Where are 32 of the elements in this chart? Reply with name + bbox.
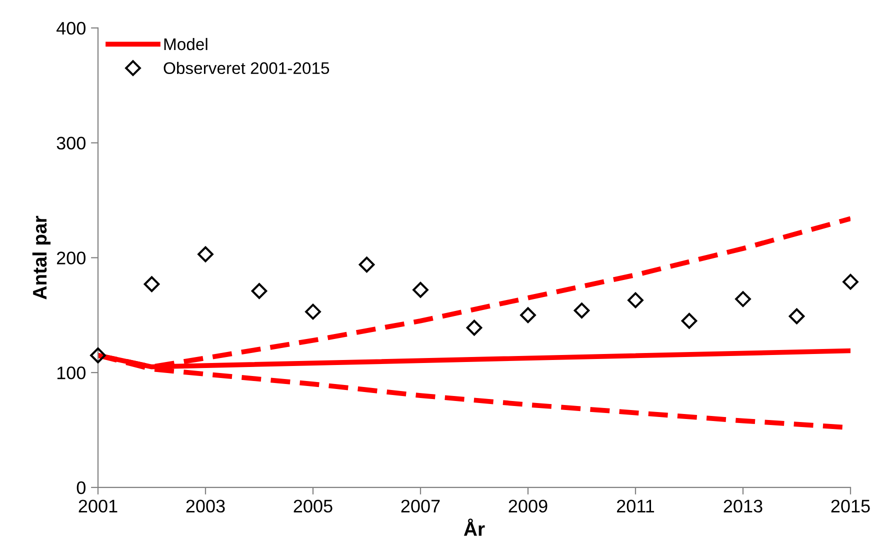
point — [788, 308, 805, 324]
legend-label: Model — [164, 38, 208, 50]
x-tick-label: 2011 — [616, 500, 654, 513]
x-tick-label: 2003 — [186, 500, 225, 513]
y-tick-label: 0 — [76, 481, 86, 494]
x-axis-title: År — [464, 518, 485, 536]
point — [198, 246, 214, 262]
point — [305, 304, 321, 320]
point — [251, 283, 268, 299]
x-tick-label: 2015 — [831, 500, 870, 513]
point — [628, 292, 644, 308]
y-tick-label: 400 — [56, 22, 86, 35]
y-tick-label: 300 — [56, 136, 86, 150]
point — [466, 320, 482, 336]
point — [90, 347, 106, 364]
point — [144, 276, 160, 292]
y-tick-label: 200 — [56, 252, 86, 264]
point — [358, 256, 375, 273]
point — [520, 307, 536, 324]
point — [574, 302, 590, 318]
x-tick-label: 2001 — [78, 500, 118, 513]
legend-label: Observeret 2001-2015 — [164, 62, 330, 74]
x-tick-label: 2005 — [294, 500, 332, 513]
y-tick-label: 100 — [57, 366, 86, 380]
point — [735, 291, 751, 307]
y-axis-title: Antal par — [32, 216, 51, 300]
x-tick-label: 2009 — [508, 500, 548, 513]
point — [681, 312, 698, 329]
x-tick-label: 2013 — [724, 500, 762, 513]
point — [842, 274, 858, 290]
point — [412, 282, 428, 298]
x-tick-label: 2007 — [401, 500, 440, 513]
